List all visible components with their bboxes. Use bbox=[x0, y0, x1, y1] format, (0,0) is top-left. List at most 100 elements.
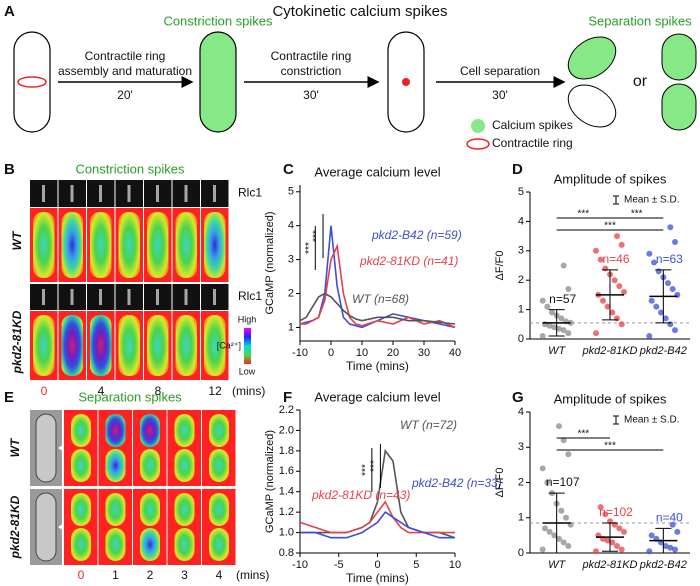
cell-image bbox=[209, 449, 229, 482]
significance: *** bbox=[369, 460, 380, 472]
series-label: pkd2-B42 (n=59) bbox=[371, 228, 462, 242]
genotype-label: WT bbox=[8, 437, 22, 457]
dot bbox=[646, 333, 653, 340]
dot bbox=[658, 309, 664, 316]
n-label: n=102 bbox=[599, 505, 633, 519]
legend-text: Mean ± S.D. bbox=[624, 195, 680, 206]
time-label: 1 bbox=[112, 568, 119, 582]
y-tick-label: 2.2 bbox=[279, 404, 294, 416]
cell-image bbox=[174, 414, 195, 447]
constriction-label: Constriction spikes bbox=[163, 13, 273, 28]
ring-signal bbox=[184, 289, 188, 305]
cell-image bbox=[204, 212, 226, 278]
y-tick-label: 2 bbox=[288, 287, 294, 299]
legend-icon bbox=[613, 195, 619, 205]
dot bbox=[597, 504, 604, 511]
x-tick-label: 20 bbox=[387, 347, 399, 359]
y-tick-label: 5 bbox=[288, 186, 294, 198]
daughter-cell bbox=[661, 83, 697, 131]
cell bbox=[13, 31, 51, 133]
daughter-cell bbox=[661, 33, 697, 81]
dot bbox=[648, 297, 655, 304]
ring-signal bbox=[42, 185, 45, 202]
x-tick-label: 0 bbox=[328, 347, 334, 359]
sd-bar bbox=[655, 527, 672, 554]
dot bbox=[646, 250, 653, 257]
bf-cell bbox=[35, 492, 57, 562]
colorbar-low: Low bbox=[239, 366, 256, 376]
step-label: assembly and maturation bbox=[58, 64, 192, 78]
x-axis-title: Time (mins) bbox=[346, 571, 409, 585]
y-tick-label: 3 bbox=[518, 245, 524, 257]
y-tick-label: 2 bbox=[518, 476, 524, 488]
cell-image bbox=[71, 449, 91, 482]
dot bbox=[618, 241, 625, 248]
y-tick-label: 2.0 bbox=[279, 424, 294, 436]
dot bbox=[602, 265, 609, 272]
sd-bar bbox=[548, 492, 565, 554]
sd-bar bbox=[602, 269, 618, 321]
x-tick-label: 40 bbox=[449, 347, 461, 359]
dot bbox=[669, 521, 676, 528]
x-tick-label: -10 bbox=[292, 347, 308, 359]
cell-image bbox=[147, 212, 169, 278]
dot bbox=[604, 537, 611, 544]
series-line bbox=[299, 500, 455, 534]
ring-signal bbox=[99, 185, 102, 202]
time-label: 3 bbox=[181, 568, 188, 582]
dot bbox=[616, 283, 623, 290]
cell-image bbox=[105, 414, 126, 447]
series-label: pkd2-B42 (n=33) bbox=[411, 476, 502, 490]
ring-signal bbox=[156, 289, 159, 305]
panel-title: Constriction spikes bbox=[75, 161, 185, 176]
dot bbox=[549, 309, 555, 316]
dot bbox=[648, 532, 655, 539]
panel-label: B bbox=[4, 161, 15, 178]
dot bbox=[614, 233, 620, 240]
dot bbox=[621, 288, 627, 295]
y-tick-label: 0 bbox=[518, 333, 524, 345]
dot bbox=[558, 507, 565, 514]
y-tick-label: 1.0 bbox=[279, 526, 294, 538]
series-label: WT (n=72) bbox=[400, 418, 457, 432]
series-label: pkd2-81KD (n=43) bbox=[311, 488, 410, 502]
dot bbox=[560, 539, 567, 546]
dot bbox=[544, 303, 551, 310]
ring-signal bbox=[70, 289, 74, 305]
cell-image bbox=[175, 315, 197, 376]
chart-title: Amplitude of spikes bbox=[554, 391, 667, 406]
dot bbox=[593, 330, 599, 337]
panel-label: A bbox=[4, 3, 15, 20]
y-tick-label: 3 bbox=[288, 254, 294, 266]
significance: *** bbox=[604, 221, 616, 232]
dot bbox=[614, 542, 620, 549]
n-label: n=46 bbox=[602, 252, 629, 266]
cell-image bbox=[33, 212, 55, 278]
dot bbox=[667, 321, 674, 328]
dot bbox=[565, 451, 572, 458]
ring-signal bbox=[70, 185, 74, 202]
dot bbox=[674, 528, 681, 535]
panel-label: F bbox=[283, 389, 292, 406]
dot bbox=[672, 327, 678, 334]
marker-label: Rlc1 bbox=[238, 289, 262, 303]
y-tick-label: 1 bbox=[288, 321, 294, 333]
cell-image bbox=[140, 528, 160, 561]
dot bbox=[609, 539, 616, 546]
y-tick-label: 1.8 bbox=[279, 445, 294, 457]
dot bbox=[551, 532, 558, 539]
dot bbox=[565, 286, 572, 293]
cell bbox=[199, 31, 237, 133]
dot bbox=[560, 327, 567, 334]
ring-signal bbox=[213, 289, 216, 305]
dot bbox=[669, 286, 676, 293]
dot bbox=[546, 528, 553, 535]
dot bbox=[542, 525, 548, 532]
cell-image bbox=[118, 212, 140, 278]
time-label: 4 bbox=[216, 568, 223, 582]
y-tick-label: 0.8 bbox=[279, 547, 294, 559]
cell-image bbox=[140, 449, 160, 482]
ring-dot bbox=[402, 78, 410, 86]
or-label: or bbox=[633, 73, 648, 90]
dot bbox=[551, 324, 558, 331]
